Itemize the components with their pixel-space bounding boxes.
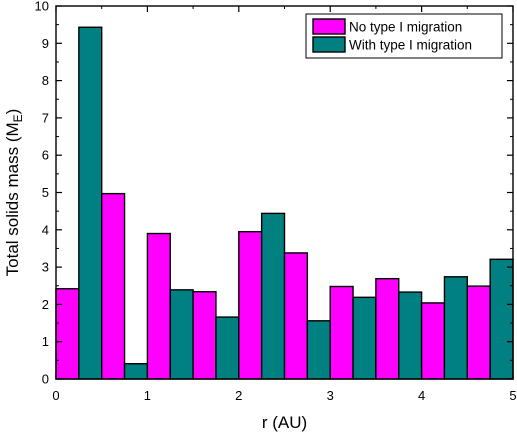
y-tick-label-0: 0 bbox=[42, 372, 49, 387]
bar-with-migration-3 bbox=[215, 316, 240, 380]
y-tick-label-2: 2 bbox=[42, 297, 49, 312]
y-axis-label-subscript: E bbox=[11, 114, 25, 122]
y-tick-label-7: 7 bbox=[42, 110, 49, 125]
bar-with-migration-4 bbox=[260, 212, 286, 380]
legend-label-with-migration: With type I migration bbox=[349, 38, 472, 53]
x-tick-label-5: 5 bbox=[509, 388, 516, 403]
bar-with-migration-8 bbox=[443, 276, 469, 380]
bar-no-migration-5 bbox=[283, 252, 309, 380]
legend-label-no-migration: No type I migration bbox=[349, 20, 462, 35]
bar-with-migration-6 bbox=[352, 296, 377, 380]
bar-no-migration-4 bbox=[238, 230, 263, 380]
bar-with-migration-1 bbox=[123, 363, 149, 380]
y-tick-label-5: 5 bbox=[42, 185, 49, 200]
x-tick-label-4: 4 bbox=[418, 388, 425, 403]
y-axis-label-main: Total solids mass (M bbox=[3, 122, 22, 276]
axes-group: 0 1 2 3 4 5 6 7 8 9 10 0 1 2 3 4 5 bbox=[35, 0, 517, 403]
x-tick-label-2: 2 bbox=[235, 388, 242, 403]
legend: No type I migration With type I migratio… bbox=[305, 13, 503, 59]
x-axis-label: r (AU) bbox=[262, 413, 307, 432]
x-tick-label-1: 1 bbox=[144, 388, 151, 403]
legend-swatch-no-migration bbox=[312, 18, 346, 35]
bar-no-migration-0 bbox=[55, 288, 80, 380]
bar-no-migration-8 bbox=[420, 302, 446, 380]
y-tick-label-10: 10 bbox=[35, 0, 49, 14]
bar-no-migration-2 bbox=[146, 232, 171, 380]
y-axis-label-end: ) bbox=[3, 109, 22, 115]
y-axis-label: Total solids mass (ME) bbox=[3, 109, 25, 277]
y-tick-label-3: 3 bbox=[42, 260, 49, 275]
bar-with-migration-2 bbox=[169, 289, 194, 380]
bar-no-migration-9 bbox=[466, 285, 491, 380]
bar-with-migration-7 bbox=[398, 291, 423, 380]
y-tick-label-4: 4 bbox=[42, 222, 49, 237]
bar-no-migration-6 bbox=[329, 285, 354, 380]
legend-swatch-with-migration bbox=[312, 36, 346, 53]
bar-with-migration-0 bbox=[78, 26, 103, 380]
y-tick-label-9: 9 bbox=[42, 36, 49, 51]
bar-with-migration-5 bbox=[306, 320, 331, 380]
bar-no-migration-3 bbox=[192, 291, 217, 380]
bar-with-migration-9 bbox=[489, 258, 514, 380]
bar-no-migration-1 bbox=[100, 192, 126, 380]
y-tick-label-8: 8 bbox=[42, 73, 49, 88]
y-tick-label-1: 1 bbox=[42, 334, 49, 349]
y-tick-label-6: 6 bbox=[42, 148, 49, 163]
bars-group bbox=[55, 26, 514, 380]
bar-no-migration-7 bbox=[375, 277, 400, 380]
x-tick-label-3: 3 bbox=[327, 388, 334, 403]
x-tick-label-0: 0 bbox=[52, 388, 59, 403]
